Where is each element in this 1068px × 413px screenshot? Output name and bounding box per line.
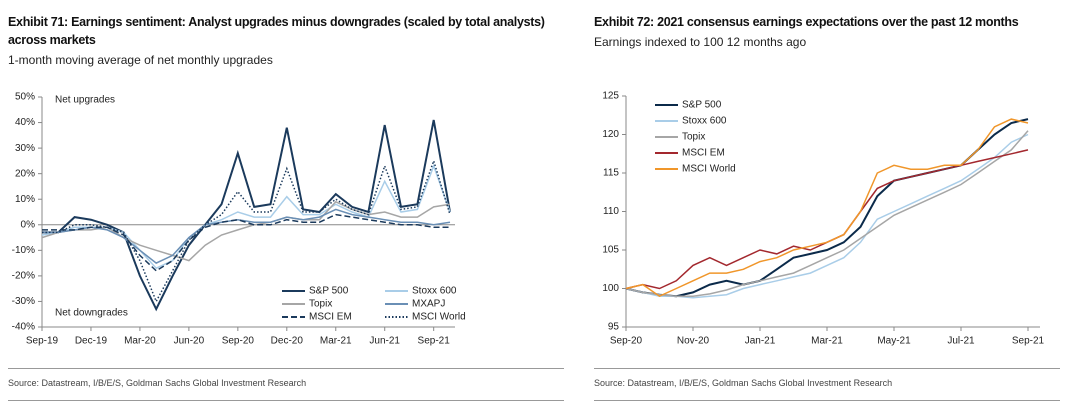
chart-subtitle: 1-month moving average of net monthly up… (8, 53, 273, 67)
legend-label: MSCI EM (682, 148, 725, 159)
y-tick-label: 95 (608, 322, 620, 333)
separator (8, 368, 564, 369)
separator (594, 368, 1060, 369)
y-tick-label: 50% (15, 92, 35, 103)
chart-subtitle: Earnings indexed to 100 12 months ago (594, 35, 807, 49)
y-tick-label: 125 (602, 91, 619, 102)
data-line (41, 200, 451, 262)
y-tick-label: 20% (15, 168, 35, 179)
data-line (625, 133, 1029, 299)
x-tick-label: Mar-21 (811, 336, 843, 347)
data-line (42, 158, 451, 304)
legend-label: S&P 500 (682, 100, 722, 111)
source-note: Source: Datastream, I/B/E/S, Goldman Sac… (8, 378, 307, 388)
source-note: Source: Datastream, I/B/E/S, Goldman Sac… (594, 378, 893, 388)
y-tick-label: 120 (602, 129, 619, 140)
x-tick-label: Dec-20 (271, 336, 304, 347)
y-tick-label: 10% (15, 194, 35, 205)
annotation: Net upgrades (55, 95, 115, 106)
x-tick-label: Mar-20 (124, 336, 156, 347)
y-tick-label: 115 (603, 168, 619, 179)
y-tick-label: -40% (12, 322, 35, 333)
y-tick-label: 110 (603, 206, 619, 217)
x-tick-label: Sep-20 (222, 336, 255, 347)
legend-label: Stoxx 600 (412, 286, 457, 297)
x-tick-label: Jun-20 (174, 336, 205, 347)
legend-label: S&P 500 (309, 286, 349, 297)
chart-title: Exhibit 72: 2021 consensus earnings expe… (594, 15, 1019, 29)
y-tick-label: 100 (602, 283, 619, 294)
y-tick-label: 105 (602, 245, 619, 256)
y-tick-label: 40% (15, 117, 35, 128)
x-tick-label: Sep-20 (610, 336, 643, 347)
data-line (42, 208, 451, 264)
data-line (625, 130, 1029, 297)
separator (8, 400, 564, 401)
data-line (625, 118, 1029, 298)
y-tick-label: 0% (21, 219, 36, 230)
x-tick-label: Sep-19 (26, 336, 59, 347)
y-tick-label: -10% (12, 245, 35, 256)
legend-label: MSCI World (682, 164, 736, 175)
y-tick-label: 30% (15, 143, 35, 154)
legend-label: Topix (309, 299, 332, 310)
x-tick-label: Jan-21 (745, 336, 776, 347)
legend-label: Stoxx 600 (682, 116, 727, 127)
y-tick-label: -20% (12, 271, 35, 282)
legend-label: Topix (682, 132, 705, 143)
x-tick-label: Sep-21 (418, 336, 451, 347)
separator (594, 400, 1060, 401)
x-tick-label: Jul-21 (947, 336, 975, 347)
x-tick-label: Sep-21 (1012, 336, 1045, 347)
data-line (42, 119, 451, 312)
legend-label: MXAPJ (412, 299, 445, 310)
chart-title: Exhibit 71: Earnings sentiment: Analyst … (8, 15, 545, 47)
x-tick-label: May-21 (877, 336, 911, 347)
x-tick-label: Dec-19 (75, 336, 108, 347)
y-tick-label: -30% (12, 296, 35, 307)
x-tick-label: Mar-21 (320, 336, 352, 347)
x-tick-label: Jun-21 (369, 336, 400, 347)
x-tick-label: Nov-20 (677, 336, 710, 347)
legend-label: MSCI World (412, 312, 466, 323)
annotation: Net downgrades (55, 308, 128, 319)
data-line (625, 118, 1029, 298)
legend-label: MSCI EM (309, 312, 352, 323)
